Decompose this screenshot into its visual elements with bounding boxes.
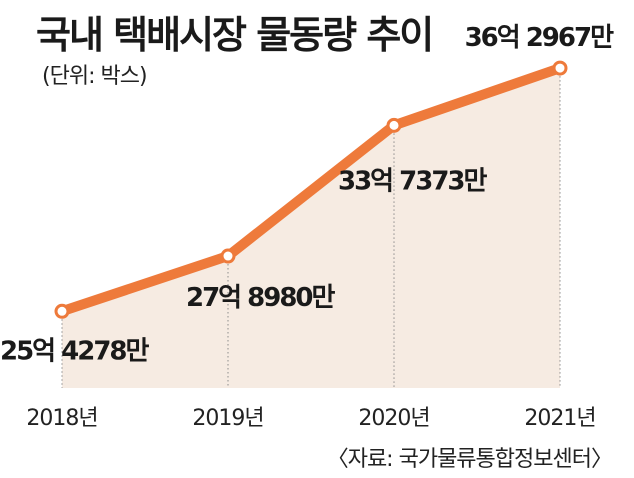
data-label-2: 27억 8980만 — [186, 283, 336, 313]
chart-title: 국내 택배시장 물동량 추이 — [36, 13, 434, 57]
x-tick-label-4: 2021년 — [524, 406, 595, 431]
data-label-1: 25억 4278만 — [0, 336, 150, 366]
data-point-2 — [220, 248, 236, 264]
data-point-4 — [552, 60, 568, 76]
source-note: 〈자료: 국가물류통합정보센터〉 — [326, 447, 613, 472]
x-tick-label-3: 2020년 — [358, 406, 429, 431]
data-label-4: 36억 2967만 — [465, 23, 615, 53]
series-line — [57, 63, 565, 317]
data-point-3 — [386, 117, 402, 133]
data-label-3: 33억 7373만 — [338, 166, 488, 196]
unit-note: (단위: 박스) — [42, 64, 148, 89]
data-point-1 — [54, 303, 70, 319]
x-tick-label-1: 2018년 — [26, 406, 97, 431]
area-fill — [62, 68, 560, 389]
x-tick-label-2: 2019년 — [192, 406, 263, 431]
